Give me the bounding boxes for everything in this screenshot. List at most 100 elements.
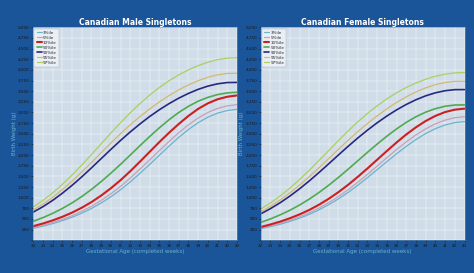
10%ile (355, 175, 361, 179)
97%ile (384, 97, 390, 100)
10%ile (205, 102, 211, 105)
5%ile (258, 227, 264, 230)
95%ile (423, 86, 428, 90)
3%ile (166, 144, 172, 148)
5%ile (118, 185, 123, 188)
90%ile (118, 139, 123, 142)
10%ile (316, 203, 322, 206)
3%ile (108, 195, 114, 198)
10%ile (267, 223, 273, 226)
50%ile (452, 103, 458, 107)
95%ile (195, 79, 201, 82)
95%ile (355, 130, 361, 133)
Line: 10%ile: 10%ile (33, 96, 237, 226)
3%ile (277, 223, 283, 226)
3%ile (186, 128, 191, 131)
90%ile (365, 129, 370, 132)
90%ile (355, 136, 361, 140)
3%ile (423, 132, 428, 135)
97%ile (316, 159, 322, 162)
95%ile (50, 196, 55, 199)
10%ile (186, 114, 191, 117)
90%ile (336, 153, 341, 157)
97%ile (394, 91, 400, 94)
50%ile (413, 115, 419, 118)
90%ile (137, 122, 143, 126)
Line: 3%ile: 3%ile (261, 122, 465, 229)
10%ile (166, 131, 172, 134)
10%ile (156, 140, 162, 144)
97%ile (225, 57, 230, 60)
97%ile (234, 56, 240, 60)
3%ile (345, 191, 351, 194)
Line: 97%ile: 97%ile (261, 73, 465, 209)
97%ile (297, 178, 302, 181)
95%ile (186, 83, 191, 87)
50%ile (128, 153, 133, 157)
3%ile (59, 219, 65, 222)
10%ile (50, 219, 55, 222)
50%ile (442, 105, 448, 108)
3%ile (50, 222, 55, 225)
97%ile (277, 194, 283, 198)
5%ile (277, 222, 283, 225)
3%ile (215, 111, 220, 115)
10%ile (452, 108, 458, 111)
50%ile (277, 213, 283, 216)
90%ile (40, 205, 46, 208)
95%ile (234, 72, 240, 75)
90%ile (186, 92, 191, 95)
97%ile (128, 111, 133, 114)
3%ile (195, 121, 201, 124)
5%ile (40, 224, 46, 227)
50%ile (297, 203, 302, 207)
97%ile (40, 199, 46, 202)
50%ile (384, 135, 390, 138)
3%ile (205, 115, 211, 119)
97%ile (413, 81, 419, 85)
Line: 5%ile: 5%ile (261, 117, 465, 228)
50%ile (287, 209, 292, 212)
95%ile (306, 175, 312, 178)
95%ile (374, 114, 380, 117)
10%ile (365, 167, 370, 170)
3%ile (336, 197, 341, 201)
90%ile (394, 108, 400, 111)
97%ile (365, 112, 370, 115)
95%ile (98, 151, 104, 155)
3%ile (462, 120, 467, 123)
90%ile (225, 81, 230, 84)
97%ile (355, 120, 361, 123)
10%ile (287, 217, 292, 220)
95%ile (442, 81, 448, 84)
90%ile (403, 103, 409, 106)
90%ile (384, 114, 390, 118)
97%ile (59, 183, 65, 186)
3%ile (128, 180, 133, 183)
90%ile (156, 108, 162, 111)
Line: 10%ile: 10%ile (261, 109, 465, 227)
90%ile (433, 91, 438, 94)
5%ile (205, 111, 211, 114)
50%ile (118, 163, 123, 166)
90%ile (30, 210, 36, 214)
5%ile (137, 167, 143, 171)
3%ile (316, 208, 322, 212)
97%ile (195, 64, 201, 67)
Line: 90%ile: 90%ile (261, 90, 465, 214)
50%ile (176, 111, 182, 114)
97%ile (306, 169, 312, 172)
5%ile (176, 131, 182, 134)
5%ile (79, 210, 84, 213)
90%ile (423, 94, 428, 97)
5%ile (267, 224, 273, 227)
97%ile (423, 78, 428, 81)
97%ile (374, 104, 380, 108)
97%ile (287, 186, 292, 190)
X-axis label: Gestational Age (completed weeks): Gestational Age (completed weeks) (313, 249, 412, 254)
97%ile (137, 102, 143, 105)
97%ile (30, 205, 36, 209)
95%ile (89, 161, 94, 164)
50%ile (365, 151, 370, 154)
97%ile (403, 86, 409, 89)
